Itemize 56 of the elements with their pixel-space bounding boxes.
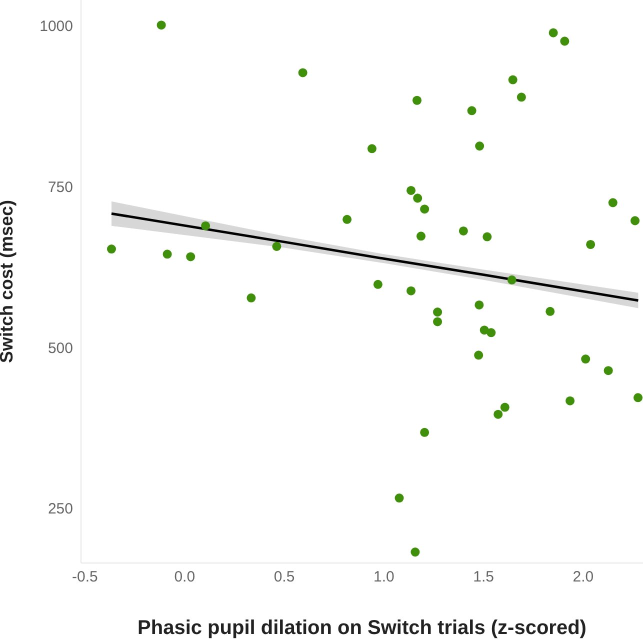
point xyxy=(416,232,426,241)
point xyxy=(272,242,282,251)
point xyxy=(494,410,503,419)
point xyxy=(560,36,570,46)
point xyxy=(474,350,484,360)
point xyxy=(634,393,643,402)
point xyxy=(500,402,510,412)
point xyxy=(433,317,442,326)
point xyxy=(507,275,516,284)
point xyxy=(486,328,496,338)
y-tick-label: 1000 xyxy=(40,18,73,36)
point xyxy=(458,226,468,236)
point xyxy=(406,186,416,195)
point xyxy=(420,204,430,214)
point xyxy=(630,216,640,226)
point xyxy=(604,366,613,376)
x-tick-label: 0.0 xyxy=(174,568,196,586)
x-tick-label: -0.5 xyxy=(72,568,98,586)
point xyxy=(342,214,352,224)
point xyxy=(433,308,442,317)
x-tick-label: 2.0 xyxy=(572,568,594,586)
point xyxy=(467,106,476,116)
point xyxy=(474,300,484,310)
y-tick-label: 750 xyxy=(48,178,73,196)
line-series xyxy=(110,212,640,302)
point xyxy=(246,293,256,302)
point xyxy=(420,428,430,437)
point xyxy=(156,20,166,30)
point xyxy=(516,92,526,102)
point xyxy=(413,194,422,203)
point xyxy=(581,354,590,364)
point xyxy=(566,396,575,406)
point xyxy=(106,244,116,254)
y-tick-label: 250 xyxy=(48,500,73,518)
point xyxy=(186,252,196,262)
y-tick-label: 500 xyxy=(48,340,73,357)
point xyxy=(373,280,382,289)
point xyxy=(298,68,308,78)
point xyxy=(367,144,376,154)
point xyxy=(482,232,492,242)
point xyxy=(412,96,422,105)
point xyxy=(410,548,420,557)
x-tick-label: 1.5 xyxy=(473,568,494,586)
point xyxy=(608,198,618,208)
point xyxy=(586,240,596,250)
point xyxy=(394,494,404,503)
point xyxy=(548,28,558,38)
point xyxy=(475,142,484,151)
x-tick-label: 1.0 xyxy=(373,568,394,586)
point xyxy=(546,306,555,316)
point xyxy=(201,221,210,230)
x-axis-title: Phasic pupil dilation on Switch trials (z-scored) xyxy=(138,617,586,639)
point xyxy=(406,286,416,296)
point xyxy=(508,75,518,84)
point xyxy=(162,250,172,259)
x-tick-label: 0.5 xyxy=(274,568,295,586)
